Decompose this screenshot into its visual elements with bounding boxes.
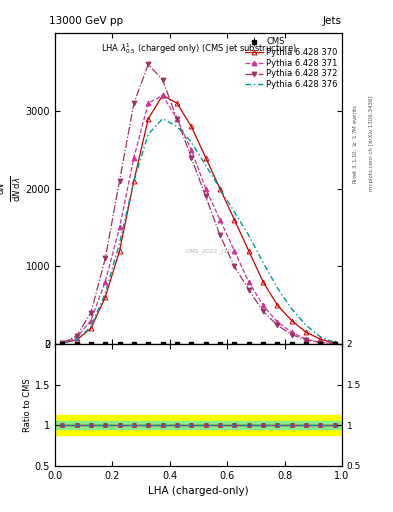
Pythia 6.428 376 — [289, 306, 294, 312]
Pythia 6.428 376 — [146, 131, 151, 137]
Pythia 6.428 372 — [275, 322, 280, 328]
Pythia 6.428 370 — [275, 302, 280, 308]
Pythia 6.428 376 — [318, 334, 323, 340]
Line: Pythia 6.428 371: Pythia 6.428 371 — [60, 93, 337, 346]
Pythia 6.428 372 — [304, 337, 309, 343]
Pythia 6.428 376 — [132, 178, 136, 184]
Pythia 6.428 370 — [289, 317, 294, 324]
Pythia 6.428 370 — [117, 248, 122, 254]
Pythia 6.428 371 — [103, 279, 108, 285]
Pythia 6.428 371 — [232, 248, 237, 254]
Pythia 6.428 371 — [146, 100, 151, 106]
Pythia 6.428 372 — [132, 100, 136, 106]
Text: 13000 GeV pp: 13000 GeV pp — [49, 15, 123, 26]
Line: Pythia 6.428 372: Pythia 6.428 372 — [60, 62, 337, 346]
Pythia 6.428 372 — [332, 340, 337, 347]
Pythia 6.428 376 — [160, 116, 165, 122]
Pythia 6.428 376 — [261, 259, 265, 265]
Text: Jets: Jets — [323, 15, 342, 26]
Pythia 6.428 370 — [146, 116, 151, 122]
Pythia 6.428 372 — [146, 61, 151, 68]
Pythia 6.428 370 — [304, 329, 309, 335]
Pythia 6.428 370 — [246, 248, 251, 254]
Pythia 6.428 370 — [203, 155, 208, 161]
Pythia 6.428 372 — [218, 232, 222, 238]
Pythia 6.428 376 — [332, 339, 337, 346]
Text: mcplots.cern.ch [arXiv:1306.3436]: mcplots.cern.ch [arXiv:1306.3436] — [369, 96, 374, 191]
Pythia 6.428 376 — [246, 232, 251, 238]
Pythia 6.428 376 — [103, 290, 108, 296]
Pythia 6.428 370 — [103, 294, 108, 301]
Pythia 6.428 372 — [60, 340, 64, 346]
Pythia 6.428 371 — [132, 155, 136, 161]
Pythia 6.428 370 — [88, 325, 93, 331]
Pythia 6.428 376 — [203, 162, 208, 168]
Text: Rivet 3.1.10, $\geq$ 1.7M events: Rivet 3.1.10, $\geq$ 1.7M events — [352, 103, 360, 184]
Pythia 6.428 370 — [174, 100, 179, 106]
Line: Pythia 6.428 376: Pythia 6.428 376 — [62, 119, 335, 343]
Pythia 6.428 370 — [189, 123, 194, 130]
Pythia 6.428 376 — [189, 139, 194, 145]
Pythia 6.428 372 — [318, 339, 323, 346]
Text: LHA $\lambda^1_{0.5}$ (charged only) (CMS jet substructure): LHA $\lambda^1_{0.5}$ (charged only) (CM… — [101, 41, 296, 56]
Pythia 6.428 372 — [246, 286, 251, 292]
Pythia 6.428 370 — [218, 185, 222, 191]
Pythia 6.428 371 — [88, 317, 93, 324]
Pythia 6.428 372 — [174, 116, 179, 122]
Pythia 6.428 370 — [132, 178, 136, 184]
Pythia 6.428 371 — [74, 335, 79, 341]
Pythia 6.428 376 — [88, 324, 93, 330]
Pythia 6.428 372 — [232, 263, 237, 269]
Y-axis label: $\mathrm{d}N$
$\overline{\mathrm{d}N \; \mathrm{d}\lambda}$: $\mathrm{d}N$ $\overline{\mathrm{d}N \; … — [0, 176, 23, 202]
Pythia 6.428 371 — [332, 340, 337, 347]
Pythia 6.428 370 — [261, 279, 265, 285]
Line: Pythia 6.428 370: Pythia 6.428 370 — [60, 93, 337, 346]
Pythia 6.428 370 — [74, 337, 79, 343]
X-axis label: LHA (charged-only): LHA (charged-only) — [148, 486, 249, 496]
Pythia 6.428 372 — [189, 155, 194, 161]
Pythia 6.428 371 — [304, 336, 309, 343]
Pythia 6.428 370 — [60, 340, 64, 346]
Pythia 6.428 371 — [289, 329, 294, 335]
Pythia 6.428 376 — [232, 209, 237, 215]
Pythia 6.428 370 — [332, 340, 337, 346]
Pythia 6.428 376 — [117, 240, 122, 246]
Pythia 6.428 370 — [318, 336, 323, 343]
Pythia 6.428 370 — [232, 217, 237, 223]
Pythia 6.428 371 — [160, 92, 165, 98]
Pythia 6.428 371 — [60, 340, 64, 346]
Pythia 6.428 371 — [189, 146, 194, 153]
Pythia 6.428 372 — [261, 308, 265, 314]
Pythia 6.428 370 — [160, 92, 165, 98]
Pythia 6.428 372 — [289, 331, 294, 337]
Pythia 6.428 376 — [74, 337, 79, 343]
Pythia 6.428 376 — [60, 340, 64, 346]
Pythia 6.428 376 — [174, 123, 179, 130]
Pythia 6.428 371 — [203, 185, 208, 191]
Bar — [55, 421, 342, 429]
Pythia 6.428 376 — [218, 185, 222, 191]
Y-axis label: Ratio to CMS: Ratio to CMS — [23, 378, 32, 432]
Pythia 6.428 372 — [88, 310, 93, 316]
Pythia 6.428 372 — [160, 77, 165, 83]
Text: CMS_2021_[19...]: CMS_2021_[19...] — [185, 248, 240, 253]
Pythia 6.428 376 — [275, 285, 280, 291]
Pythia 6.428 372 — [203, 193, 208, 199]
Pythia 6.428 372 — [74, 333, 79, 339]
Pythia 6.428 371 — [261, 302, 265, 308]
Pythia 6.428 371 — [218, 217, 222, 223]
Bar — [55, 415, 342, 435]
Pythia 6.428 372 — [103, 255, 108, 262]
Pythia 6.428 372 — [117, 178, 122, 184]
Pythia 6.428 371 — [174, 116, 179, 122]
Legend: CMS, Pythia 6.428 370, Pythia 6.428 371, Pythia 6.428 372, Pythia 6.428 376: CMS, Pythia 6.428 370, Pythia 6.428 371,… — [243, 36, 340, 91]
Pythia 6.428 371 — [246, 279, 251, 285]
Pythia 6.428 371 — [318, 339, 323, 346]
Pythia 6.428 371 — [275, 319, 280, 325]
Pythia 6.428 371 — [117, 224, 122, 230]
Pythia 6.428 376 — [304, 322, 309, 328]
